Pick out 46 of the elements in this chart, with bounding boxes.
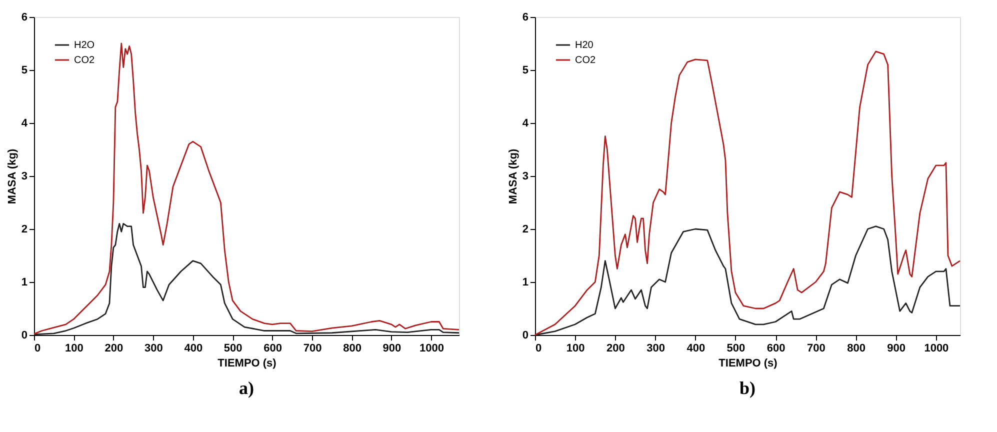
legend-label: H2O	[74, 40, 95, 51]
y-tick-label: 2	[21, 224, 28, 236]
y-axis-title: MASA (kg)	[6, 148, 18, 204]
x-tick-label: 800	[343, 342, 362, 354]
x-tick-label: 200	[104, 342, 124, 354]
legend-label: CO2	[575, 55, 596, 66]
x-tick-label: 400	[686, 342, 706, 354]
y-tick-label: 2	[522, 224, 528, 236]
x-tick-label: 200	[606, 342, 625, 354]
x-tick-label: 100	[65, 342, 84, 354]
x-axis-title: TIEMPO (s)	[218, 358, 277, 370]
y-tick-label: 1	[21, 276, 28, 288]
x-tick-label: 500	[726, 342, 746, 354]
x-tick-label: 600	[766, 342, 786, 354]
x-tick-label: 700	[303, 342, 322, 354]
y-tick-label: 5	[21, 64, 28, 76]
x-tick-label: 1000	[924, 342, 949, 354]
x-tick-label: 300	[144, 342, 163, 354]
x-tick-label: 900	[382, 342, 402, 354]
x-tick-label: 0	[34, 342, 41, 354]
x-tick-label: 300	[646, 342, 665, 354]
y-tick-label: 6	[522, 12, 528, 24]
y-tick-label: 6	[21, 12, 28, 24]
x-tick-label: 500	[224, 342, 242, 354]
y-tick-label: 4	[522, 118, 530, 130]
y-tick-label: 0	[21, 330, 28, 342]
x-axis-title: TIEMPO (s)	[718, 358, 778, 370]
x-tick-label: 600	[264, 342, 282, 354]
y-tick-label: 1	[522, 276, 528, 288]
legend-label: CO2	[74, 55, 95, 66]
legend-label: H20	[575, 40, 594, 51]
y-axis-title: MASA (kg)	[507, 148, 520, 204]
text: b)	[739, 378, 756, 398]
y-tick-label: 0	[522, 330, 528, 342]
x-tick-label: 0	[536, 342, 542, 354]
y-tick-label: 3	[21, 170, 28, 182]
x-tick-label: 700	[806, 342, 826, 354]
text: a)	[239, 378, 254, 398]
x-tick-label: 900	[887, 342, 906, 354]
y-tick-label: 3	[522, 170, 528, 182]
x-tick-label: 100	[566, 342, 585, 354]
x-tick-label: 400	[184, 342, 203, 354]
x-tick-label: 800	[847, 342, 866, 354]
y-tick-label: 5	[522, 64, 528, 76]
x-tick-label: 1000	[419, 342, 444, 354]
y-tick-label: 4	[21, 118, 28, 130]
